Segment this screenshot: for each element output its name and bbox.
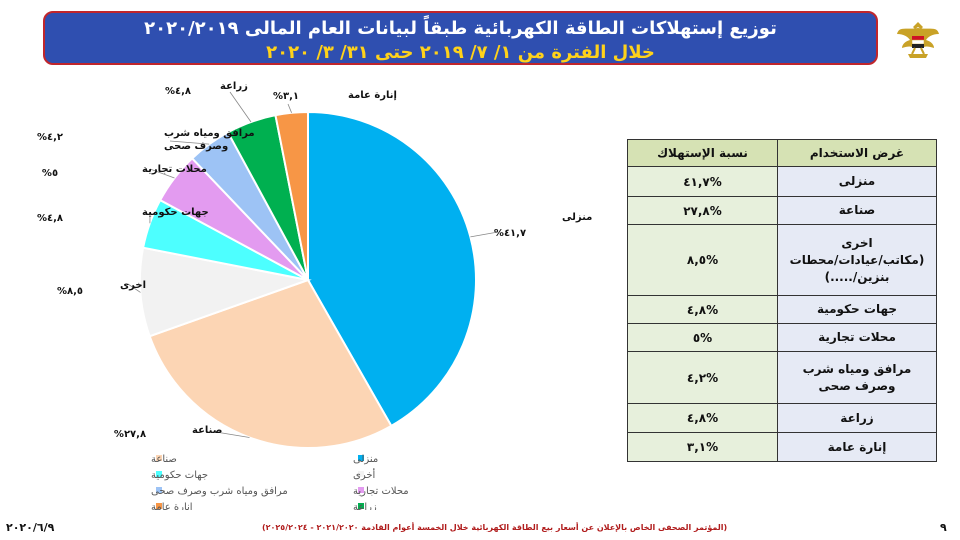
footer-date: ٢٠٢٠/٦/٩ (6, 521, 55, 534)
table-row: صناعة %٢٧,٨ (627, 196, 937, 225)
slice-name-label: محلات تجارية (142, 164, 207, 175)
table-header-row: غرض الاستخدام نسبة الإستهلاك (627, 139, 937, 167)
legend-label: انارة عامة (151, 502, 193, 510)
table-row: مرافق ومياه شرب وصرف صحى %٤,٢ (627, 351, 937, 404)
slice-pct-label: %٢٧,٨ (114, 429, 146, 440)
leader-line (470, 231, 499, 238)
legend-swatch (358, 455, 364, 461)
title-line-2: خلال الفترة من ١/ ٧/ ٢٠١٩ حتى ٣١/ ٣/ ٢٠٢… (266, 42, 655, 63)
slice-pct-label: %٤١,٧ (494, 228, 526, 239)
pie-slice (307, 110, 477, 428)
slice-name-label: إنارة عامة (348, 90, 397, 101)
table-row: اخرى (مكاتب/عيادات/محطات بنزين/.....) %٨… (627, 224, 937, 296)
row-value: %٨,٥ (627, 224, 778, 296)
legend-swatch (156, 503, 162, 509)
legend-swatch (156, 455, 162, 461)
legend-swatch (358, 487, 364, 493)
table-row: منزلى %٤١,٧ (627, 166, 937, 197)
slice-name-label: جهات حكومية (142, 207, 209, 218)
pie-slice (148, 278, 393, 449)
row-category: منزلى (777, 166, 937, 197)
leader-line (149, 168, 175, 179)
table-row: جهات حكومية %٤,٨ (627, 295, 937, 324)
row-value: %٤١,٧ (627, 166, 778, 197)
legend-label: زراعة (353, 502, 377, 510)
footer-caption: (المؤتمر الصحفى الخاص بالإعلان عن أسعار … (262, 523, 728, 532)
page-number: ٩ (940, 521, 947, 534)
slice-pct-label: %٤,٨ (37, 213, 63, 224)
slice-pct-label: %٥ (42, 168, 58, 179)
header-share: نسبة الإستهلاك (627, 139, 778, 167)
table-row: إنارة عامة %٣,١ (627, 432, 937, 462)
egypt-eagle-emblem-icon (897, 22, 939, 58)
row-category: زراعة (777, 403, 937, 433)
legend-label: مرافق ومياه شرب وصرف صحى (151, 486, 288, 497)
row-category: جهات حكومية (777, 295, 937, 324)
consumption-table: غرض الاستخدام نسبة الإستهلاك منزلى %٤١,٧… (627, 139, 937, 462)
legend-swatch (156, 487, 162, 493)
pie-slice (139, 246, 312, 338)
slice-pct-label: %٤,٢ (37, 132, 63, 143)
table-row: زراعة %٤,٨ (627, 403, 937, 433)
title-line-1: توزيع إستهلاكات الطاقة الكهربائية طبقاً … (144, 18, 777, 39)
consumption-pie-chart: منزلى %٤١,٧ صناعة %٢٧,٨ اخرى %٨,٥ جهات حكومية%… (37, 81, 592, 510)
pie-slice (274, 110, 309, 281)
row-value: %٤,٨ (627, 295, 778, 324)
row-value: %٤,٢ (627, 351, 778, 404)
legend-label: صناعة (151, 454, 177, 465)
row-value: %٥ (627, 323, 778, 352)
row-category: محلات تجارية (777, 323, 937, 352)
slice-name-label: اخرى (120, 280, 146, 291)
row-category: اخرى (مكاتب/عيادات/محطات بنزين/.....) (777, 224, 937, 296)
slice-name-label: مرافق ومياه شرب (164, 128, 255, 139)
leader-line (215, 431, 250, 438)
legend-label: محلات تجارية (353, 486, 409, 497)
row-value: %٣,١ (627, 432, 778, 462)
slice-pct-label: %٤,٨ (165, 86, 191, 97)
legend-label: منزلى (353, 454, 378, 465)
leader-line (169, 140, 210, 145)
slice-pct-label: %٣,١ (273, 91, 299, 102)
legend-swatch (156, 471, 162, 477)
legend-label: جهات حكومية (151, 470, 208, 481)
slice-name-label: صناعة (192, 425, 222, 436)
row-value: %٢٧,٨ (627, 196, 778, 225)
slice-name-label: منزلى (562, 212, 592, 223)
slice-name-label: زراعة (220, 81, 248, 92)
legend-swatch (358, 471, 364, 477)
row-value: %٤,٨ (627, 403, 778, 433)
slice-pct-label: %٨,٥ (57, 286, 83, 297)
header-purpose: غرض الاستخدام (777, 139, 937, 167)
leader-line (229, 91, 252, 123)
row-category: مرافق ومياه شرب وصرف صحى (777, 351, 937, 404)
row-category: صناعة (777, 196, 937, 225)
row-category: إنارة عامة (777, 432, 937, 462)
leader-line (127, 283, 141, 293)
legend-label: أخرى (353, 468, 376, 481)
legend-swatch (358, 503, 364, 509)
leader-line (287, 103, 292, 113)
table-row: محلات تجارية %٥ (627, 323, 937, 352)
title-banner: توزيع إستهلاكات الطاقة الكهربائية طبقاً … (43, 11, 878, 65)
slice-name-label: وصرف صحى (164, 141, 228, 152)
